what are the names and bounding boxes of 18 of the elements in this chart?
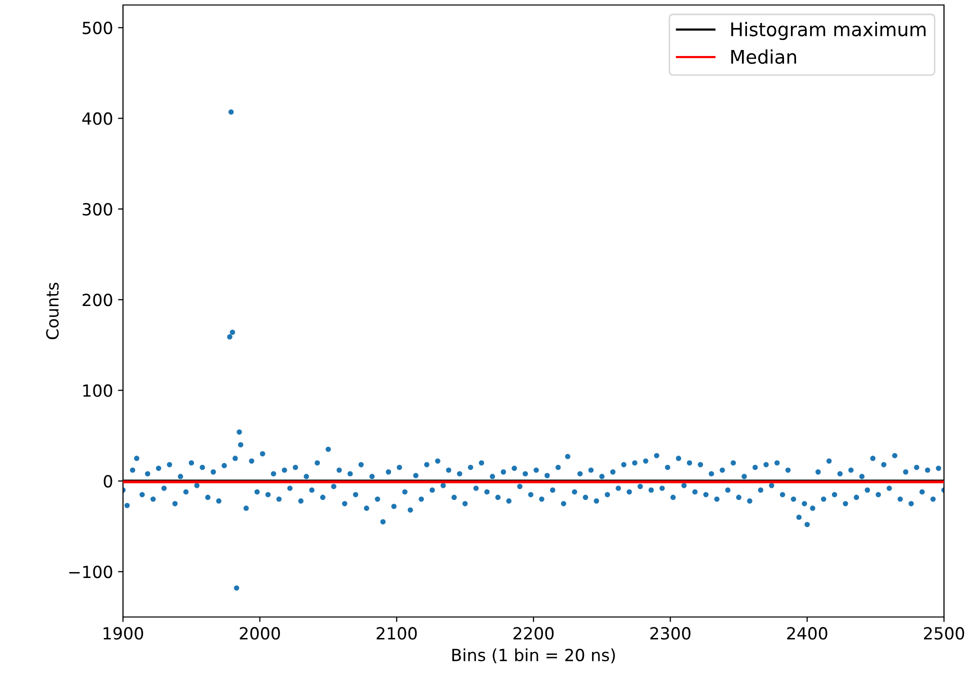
x-tick-label: 2100 (376, 627, 417, 640)
y-tick-label: 0 (104, 474, 112, 488)
x-tick-label: 2000 (240, 627, 280, 640)
x-tick-label: 2500 (924, 627, 964, 640)
x-tick-label: 2200 (514, 627, 554, 640)
x-tick-label: 2300 (650, 627, 690, 640)
y-axis-title: Counts (46, 282, 59, 340)
x-axis-title: Bins (1 bin = 20 ns) (452, 648, 615, 664)
legend-label: Median (731, 49, 796, 64)
y-tick-label: 200 (82, 294, 112, 306)
x-tick-label: 1900 (104, 627, 144, 640)
y-tick-label: 100 (83, 384, 112, 397)
y-tick-label: 400 (82, 112, 112, 125)
y-tick-label: 500 (82, 22, 112, 34)
y-tick-label: −100 (69, 566, 112, 578)
y-tick-label: 300 (82, 202, 112, 216)
x-tick-label: 2400 (787, 627, 828, 640)
legend-label: Histogram maximum (731, 22, 926, 40)
